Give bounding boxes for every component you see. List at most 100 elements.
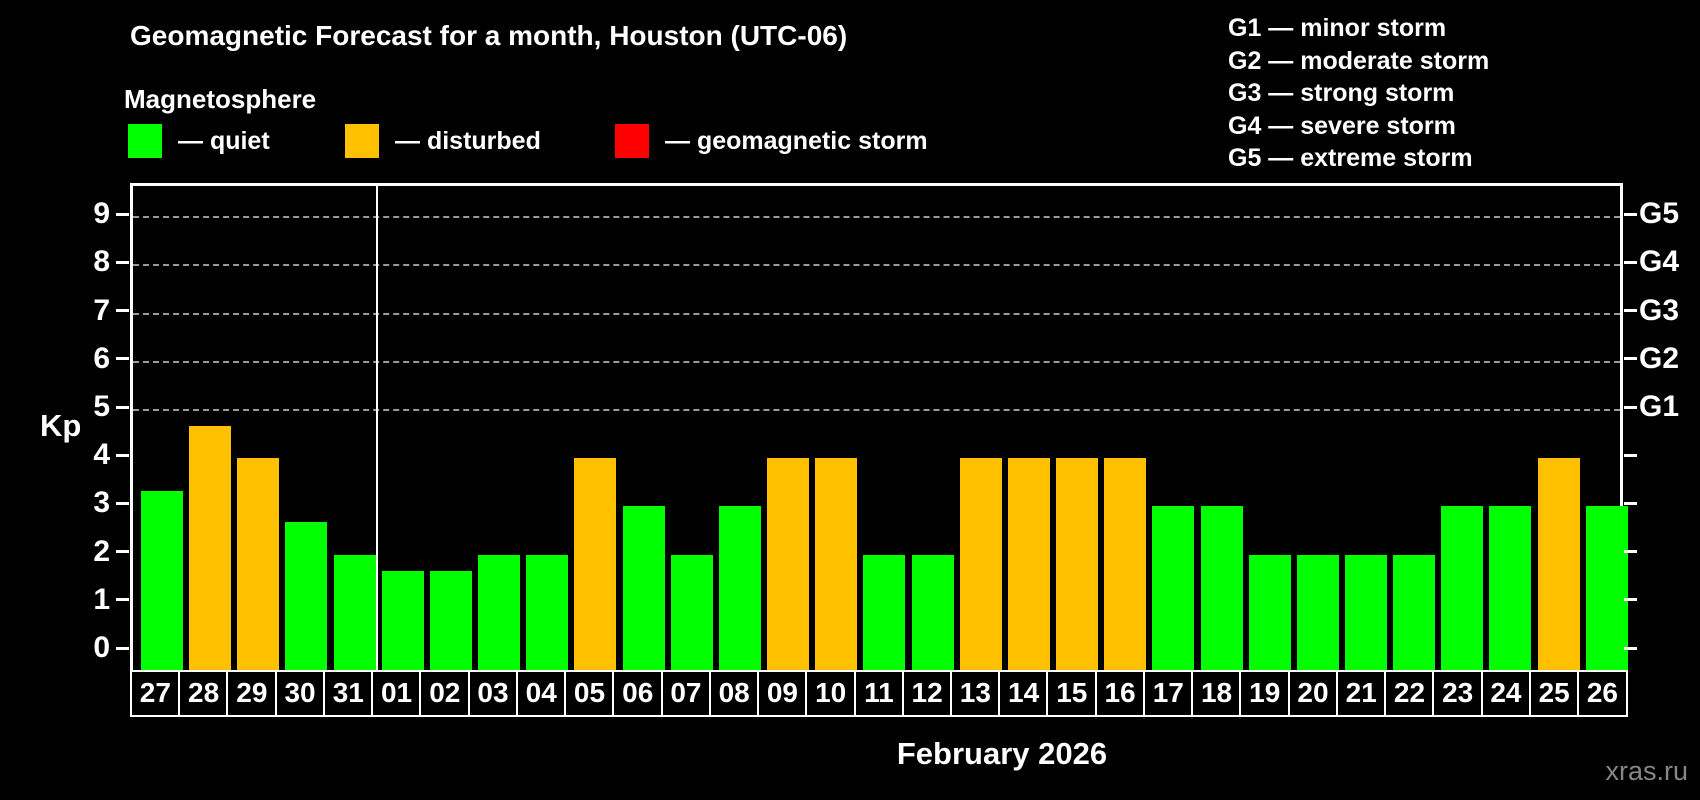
kp-bar-day-07 (670, 554, 713, 670)
kp-bar-day-16 (1104, 458, 1147, 670)
gridline-kp8 (133, 264, 1620, 267)
y-tick-label-8: 8 (93, 245, 110, 279)
g-level-label-g1: G1 (1639, 390, 1680, 423)
chart-title: Geomagnetic Forecast for a month, Housto… (130, 20, 848, 51)
y-tick-label-4: 4 (93, 438, 110, 472)
y-tick-label-3: 3 (93, 486, 110, 520)
day-label-13: 13 (949, 670, 1001, 717)
left-axis-tick-9 (116, 212, 129, 216)
right-axis-tick-1 (1624, 598, 1637, 602)
g-level-label-g2: G2 (1639, 341, 1680, 375)
day-label-23: 23 (1432, 670, 1484, 717)
kp-bar-day-09 (767, 458, 810, 670)
day-label-27: 27 (130, 670, 181, 717)
day-label-31: 31 (322, 670, 374, 717)
gridline-kp9 (133, 216, 1620, 219)
y-tick-label-9: 9 (93, 197, 110, 231)
y-axis-title: Kp (40, 408, 82, 443)
g-scale-legend: G1 — minor storm G2 — moderate storm G3 … (1228, 12, 1489, 175)
right-axis-tick-5 (1624, 405, 1637, 409)
day-label-08: 08 (708, 670, 760, 717)
kp-bar-day-23 (1441, 506, 1484, 670)
kp-bar-day-31 (333, 554, 376, 670)
disturbed-color-swatch (345, 124, 379, 158)
kp-bar-day-24 (1489, 506, 1532, 670)
month-boundary-line (375, 186, 379, 670)
kp-bar-day-02 (429, 570, 472, 670)
day-label-14: 14 (998, 670, 1049, 717)
kp-bar-day-20 (1296, 554, 1339, 670)
g-level-label-g4: G4 (1639, 245, 1680, 279)
x-axis-day-labels: 27 28 29 30 31 01 02 03 04 05 06 07 08 09 10 11 12 13 14 15… (130, 670, 1628, 717)
y-tick-label-6: 6 (93, 341, 110, 375)
y-tick-label-1: 1 (93, 582, 110, 616)
g-scale-legend-line-g1: G1 — minor storm (1228, 14, 1447, 42)
day-label-28: 28 (178, 670, 229, 717)
right-axis-tick-8 (1624, 260, 1637, 264)
quiet-color-swatch (128, 124, 162, 158)
kp-bar-day-22 (1393, 554, 1436, 670)
right-axis-tick-0 (1624, 646, 1637, 650)
kp-bar-day-03 (478, 554, 521, 670)
day-label-10: 10 (805, 670, 857, 717)
day-label-16: 16 (1094, 670, 1146, 717)
g-level-label-g5: G5 (1639, 197, 1680, 231)
kp-bar-day-28 (189, 425, 232, 670)
chart-subtitle: Magnetosphere (124, 84, 317, 114)
right-axis-tick-7 (1624, 309, 1637, 313)
day-label-02: 02 (419, 670, 471, 717)
kp-bar-day-08 (718, 506, 761, 670)
kp-bar-day-04 (526, 554, 569, 670)
right-axis-tick-9 (1624, 212, 1637, 216)
left-axis-tick-4 (116, 453, 129, 457)
g-scale-legend-line-g4: G4 — severe storm (1228, 111, 1456, 140)
day-label-18: 18 (1191, 670, 1242, 717)
day-label-07: 07 (660, 670, 712, 717)
left-axis-tick-8 (116, 260, 129, 264)
day-label-24: 24 (1480, 670, 1532, 717)
left-axis-tick-3 (116, 501, 129, 505)
gridline-kp5 (133, 409, 1620, 411)
day-label-22: 22 (1384, 670, 1435, 717)
kp-bar-day-06 (622, 506, 665, 670)
left-axis-tick-1 (116, 598, 129, 602)
right-axis-tick-6 (1624, 357, 1637, 361)
day-label-05: 05 (564, 670, 615, 717)
kp-bar-day-17 (1152, 506, 1195, 670)
kp-bar-day-18 (1200, 506, 1243, 670)
legend-label-storm: — geomagnetic storm (665, 126, 928, 155)
gridline-kp7 (133, 312, 1620, 315)
g-level-label-g3: G3 (1639, 293, 1680, 327)
left-axis-tick-5 (116, 405, 129, 409)
kp-bar-day-26 (1585, 506, 1628, 670)
kp-bar-day-01 (381, 570, 424, 670)
day-label-15: 15 (1046, 670, 1098, 717)
y-tick-label-5: 5 (93, 390, 110, 423)
legend-label-disturbed: — disturbed (395, 126, 541, 155)
day-label-25: 25 (1528, 670, 1580, 717)
day-label-19: 19 (1239, 670, 1291, 717)
left-axis-tick-0 (116, 646, 129, 650)
legend-label-quiet: — quiet (178, 126, 270, 155)
day-label-09: 09 (757, 670, 808, 717)
left-axis-tick-2 (116, 550, 129, 554)
y-tick-label-7: 7 (93, 293, 110, 327)
left-axis-tick-7 (116, 309, 129, 313)
kp-bar-day-10 (815, 458, 858, 670)
day-label-04: 04 (515, 670, 567, 717)
kp-bar-day-13 (959, 458, 1002, 670)
day-label-21: 21 (1335, 670, 1387, 717)
day-label-20: 20 (1287, 670, 1339, 717)
gridline-kp6 (133, 360, 1620, 363)
day-label-01: 01 (371, 670, 422, 717)
day-label-12: 12 (901, 670, 953, 717)
kp-bar-day-27 (141, 490, 183, 670)
kp-bar-day-05 (574, 458, 617, 670)
right-axis-tick-3 (1624, 501, 1637, 505)
left-axis-tick-6 (116, 357, 129, 361)
kp-bar-day-12 (911, 554, 954, 670)
right-axis-tick-4 (1624, 453, 1637, 457)
kp-bar-day-14 (1007, 458, 1050, 670)
day-label-30: 30 (274, 670, 326, 717)
